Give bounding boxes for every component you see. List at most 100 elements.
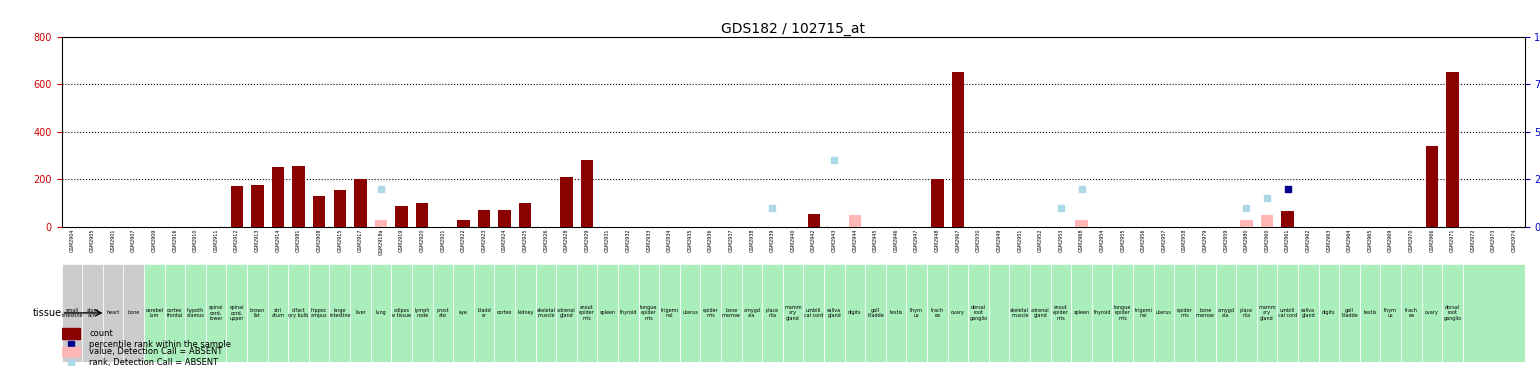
Bar [499, 210, 511, 227]
FancyBboxPatch shape [824, 264, 844, 362]
Text: GSM2949: GSM2949 [996, 229, 1001, 252]
Bar [62, 328, 80, 339]
Text: thym
us: thym us [1384, 307, 1397, 318]
Bar [416, 203, 428, 227]
Text: GSM2914: GSM2914 [276, 229, 280, 252]
Text: GSM2980: GSM2980 [1244, 229, 1249, 252]
FancyBboxPatch shape [721, 264, 742, 362]
Text: lung: lung [376, 310, 387, 315]
FancyBboxPatch shape [185, 264, 206, 362]
Text: umbili
cal cord: umbili cal cord [1278, 307, 1297, 318]
Text: uterus: uterus [1157, 310, 1172, 315]
Bar [581, 160, 593, 227]
Bar [354, 179, 367, 227]
Text: GSM2970: GSM2970 [1409, 229, 1414, 252]
Text: GSM2937: GSM2937 [728, 229, 733, 252]
Text: tongue
epider
mis: tongue epider mis [1113, 305, 1132, 321]
FancyBboxPatch shape [514, 264, 536, 362]
Text: olfact
ory bulb: olfact ory bulb [288, 307, 308, 318]
Bar [1281, 212, 1294, 227]
Title: GDS182 / 102715_at: GDS182 / 102715_at [721, 22, 865, 36]
Text: GSM2962: GSM2962 [1306, 229, 1311, 252]
Text: lymph
node: lymph node [414, 307, 430, 318]
FancyBboxPatch shape [206, 264, 226, 362]
Text: uterus: uterus [682, 310, 698, 315]
Text: GSM2948: GSM2948 [935, 229, 939, 252]
Text: GSM2915: GSM2915 [337, 229, 342, 252]
FancyBboxPatch shape [742, 264, 762, 362]
Text: digits: digits [849, 310, 862, 315]
FancyBboxPatch shape [969, 264, 989, 362]
Text: gall
bladde: gall bladde [867, 307, 884, 318]
Text: GSM2968: GSM2968 [1080, 229, 1084, 252]
FancyBboxPatch shape [865, 264, 886, 362]
FancyBboxPatch shape [288, 264, 310, 362]
Text: GSM2959: GSM2959 [1223, 229, 1229, 252]
FancyBboxPatch shape [1463, 264, 1525, 362]
FancyBboxPatch shape [1360, 264, 1380, 362]
Text: snout
epider
mis: snout epider mis [579, 305, 594, 321]
Text: GSM2909: GSM2909 [152, 229, 157, 252]
Text: value, Detection Call = ABSENT: value, Detection Call = ABSENT [89, 347, 223, 356]
FancyBboxPatch shape [474, 264, 494, 362]
Text: mamm
ary
gland: mamm ary gland [1258, 305, 1275, 321]
Point [1049, 205, 1073, 211]
Text: cerebel
lum: cerebel lum [145, 307, 163, 318]
Text: epider
mis: epider mis [702, 307, 719, 318]
Text: ovary: ovary [952, 310, 966, 315]
Bar [293, 166, 305, 227]
FancyBboxPatch shape [598, 264, 618, 362]
FancyBboxPatch shape [1340, 264, 1360, 362]
Text: spinal
cord,
upper: spinal cord, upper [229, 305, 243, 321]
Point [1234, 205, 1258, 211]
Text: saliva
gland: saliva gland [827, 307, 841, 318]
Text: GSM2905: GSM2905 [89, 229, 95, 252]
Bar [1261, 215, 1274, 227]
Text: GSM2971: GSM2971 [1451, 229, 1455, 252]
Text: GSM2963: GSM2963 [1326, 229, 1332, 252]
Text: GSM2965: GSM2965 [1368, 229, 1372, 252]
Point [761, 205, 785, 211]
Text: GSM2955: GSM2955 [1120, 229, 1126, 252]
Text: eye: eye [459, 310, 468, 315]
FancyBboxPatch shape [1277, 264, 1298, 362]
Bar [313, 196, 325, 227]
FancyBboxPatch shape [885, 264, 907, 362]
Text: GSM2925: GSM2925 [522, 229, 528, 252]
Text: testis: testis [1363, 310, 1377, 315]
Text: gall
bladde: gall bladde [1341, 307, 1358, 318]
Text: GSM2910: GSM2910 [192, 229, 199, 252]
Text: skeletal
muscle: skeletal muscle [536, 307, 556, 318]
Text: GSM2924: GSM2924 [502, 229, 507, 252]
Text: kidney: kidney [517, 310, 533, 315]
FancyBboxPatch shape [947, 264, 969, 362]
Text: GSM2908: GSM2908 [317, 229, 322, 252]
Text: GSM2911: GSM2911 [214, 229, 219, 252]
Text: snout
epider
mis: snout epider mis [1053, 305, 1069, 321]
Text: GSM2933: GSM2933 [647, 229, 651, 252]
FancyBboxPatch shape [1421, 264, 1441, 362]
Text: small
intestine: small intestine [62, 307, 83, 318]
Text: GSM2944: GSM2944 [853, 229, 858, 252]
Text: adipos
e tissue: adipos e tissue [393, 307, 411, 318]
Text: GSM2942: GSM2942 [812, 229, 816, 252]
FancyBboxPatch shape [1298, 264, 1318, 362]
Bar [251, 185, 263, 227]
Text: GSM2929: GSM2929 [585, 229, 590, 252]
Text: GSM2913: GSM2913 [254, 229, 260, 252]
Text: GSM2940: GSM2940 [790, 229, 796, 252]
FancyBboxPatch shape [844, 264, 865, 362]
Point [368, 186, 393, 192]
Bar [62, 347, 80, 356]
FancyBboxPatch shape [123, 264, 145, 362]
Text: GSM2961: GSM2961 [1286, 229, 1291, 252]
Point [842, 5, 867, 11]
Point [822, 157, 847, 163]
Text: GSM2932: GSM2932 [625, 229, 631, 252]
Text: GSM2920: GSM2920 [420, 229, 425, 252]
Text: tissue: tissue [32, 308, 62, 318]
FancyBboxPatch shape [103, 264, 123, 362]
Bar [952, 72, 964, 227]
Text: trigemi
nal: trigemi nal [661, 307, 679, 318]
Text: GSM2966: GSM2966 [1429, 229, 1434, 252]
